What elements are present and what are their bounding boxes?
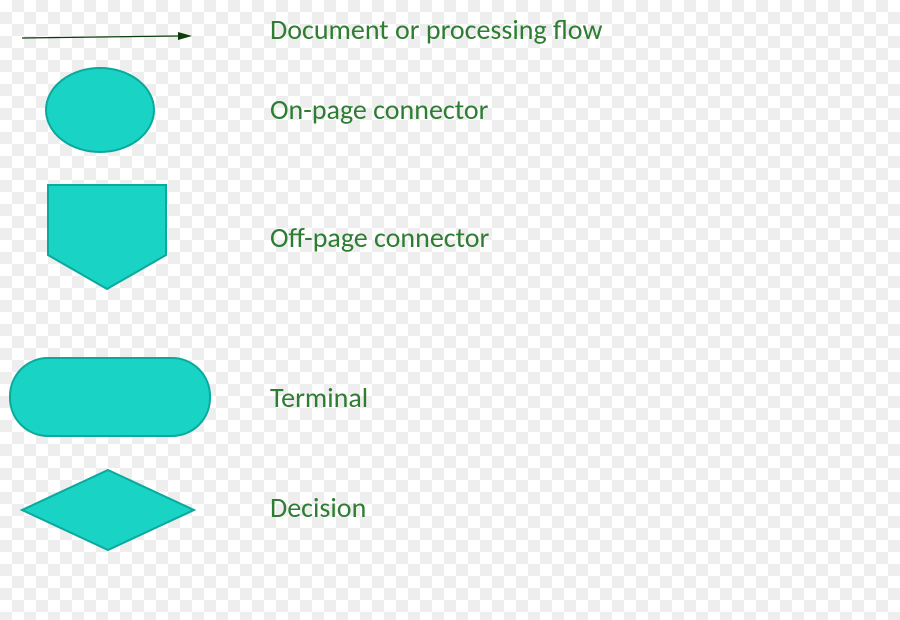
flow-arrow-label: Document or processing flow [270, 12, 602, 47]
on-page-connector-label: On-page connector [270, 92, 488, 127]
terminal-label: Terminal [270, 380, 368, 415]
off-page-connector-label: Off-page connector [270, 220, 489, 255]
decision-label: Decision [270, 490, 366, 525]
legend-stage: Document or processing flow On-page conn… [0, 0, 900, 620]
